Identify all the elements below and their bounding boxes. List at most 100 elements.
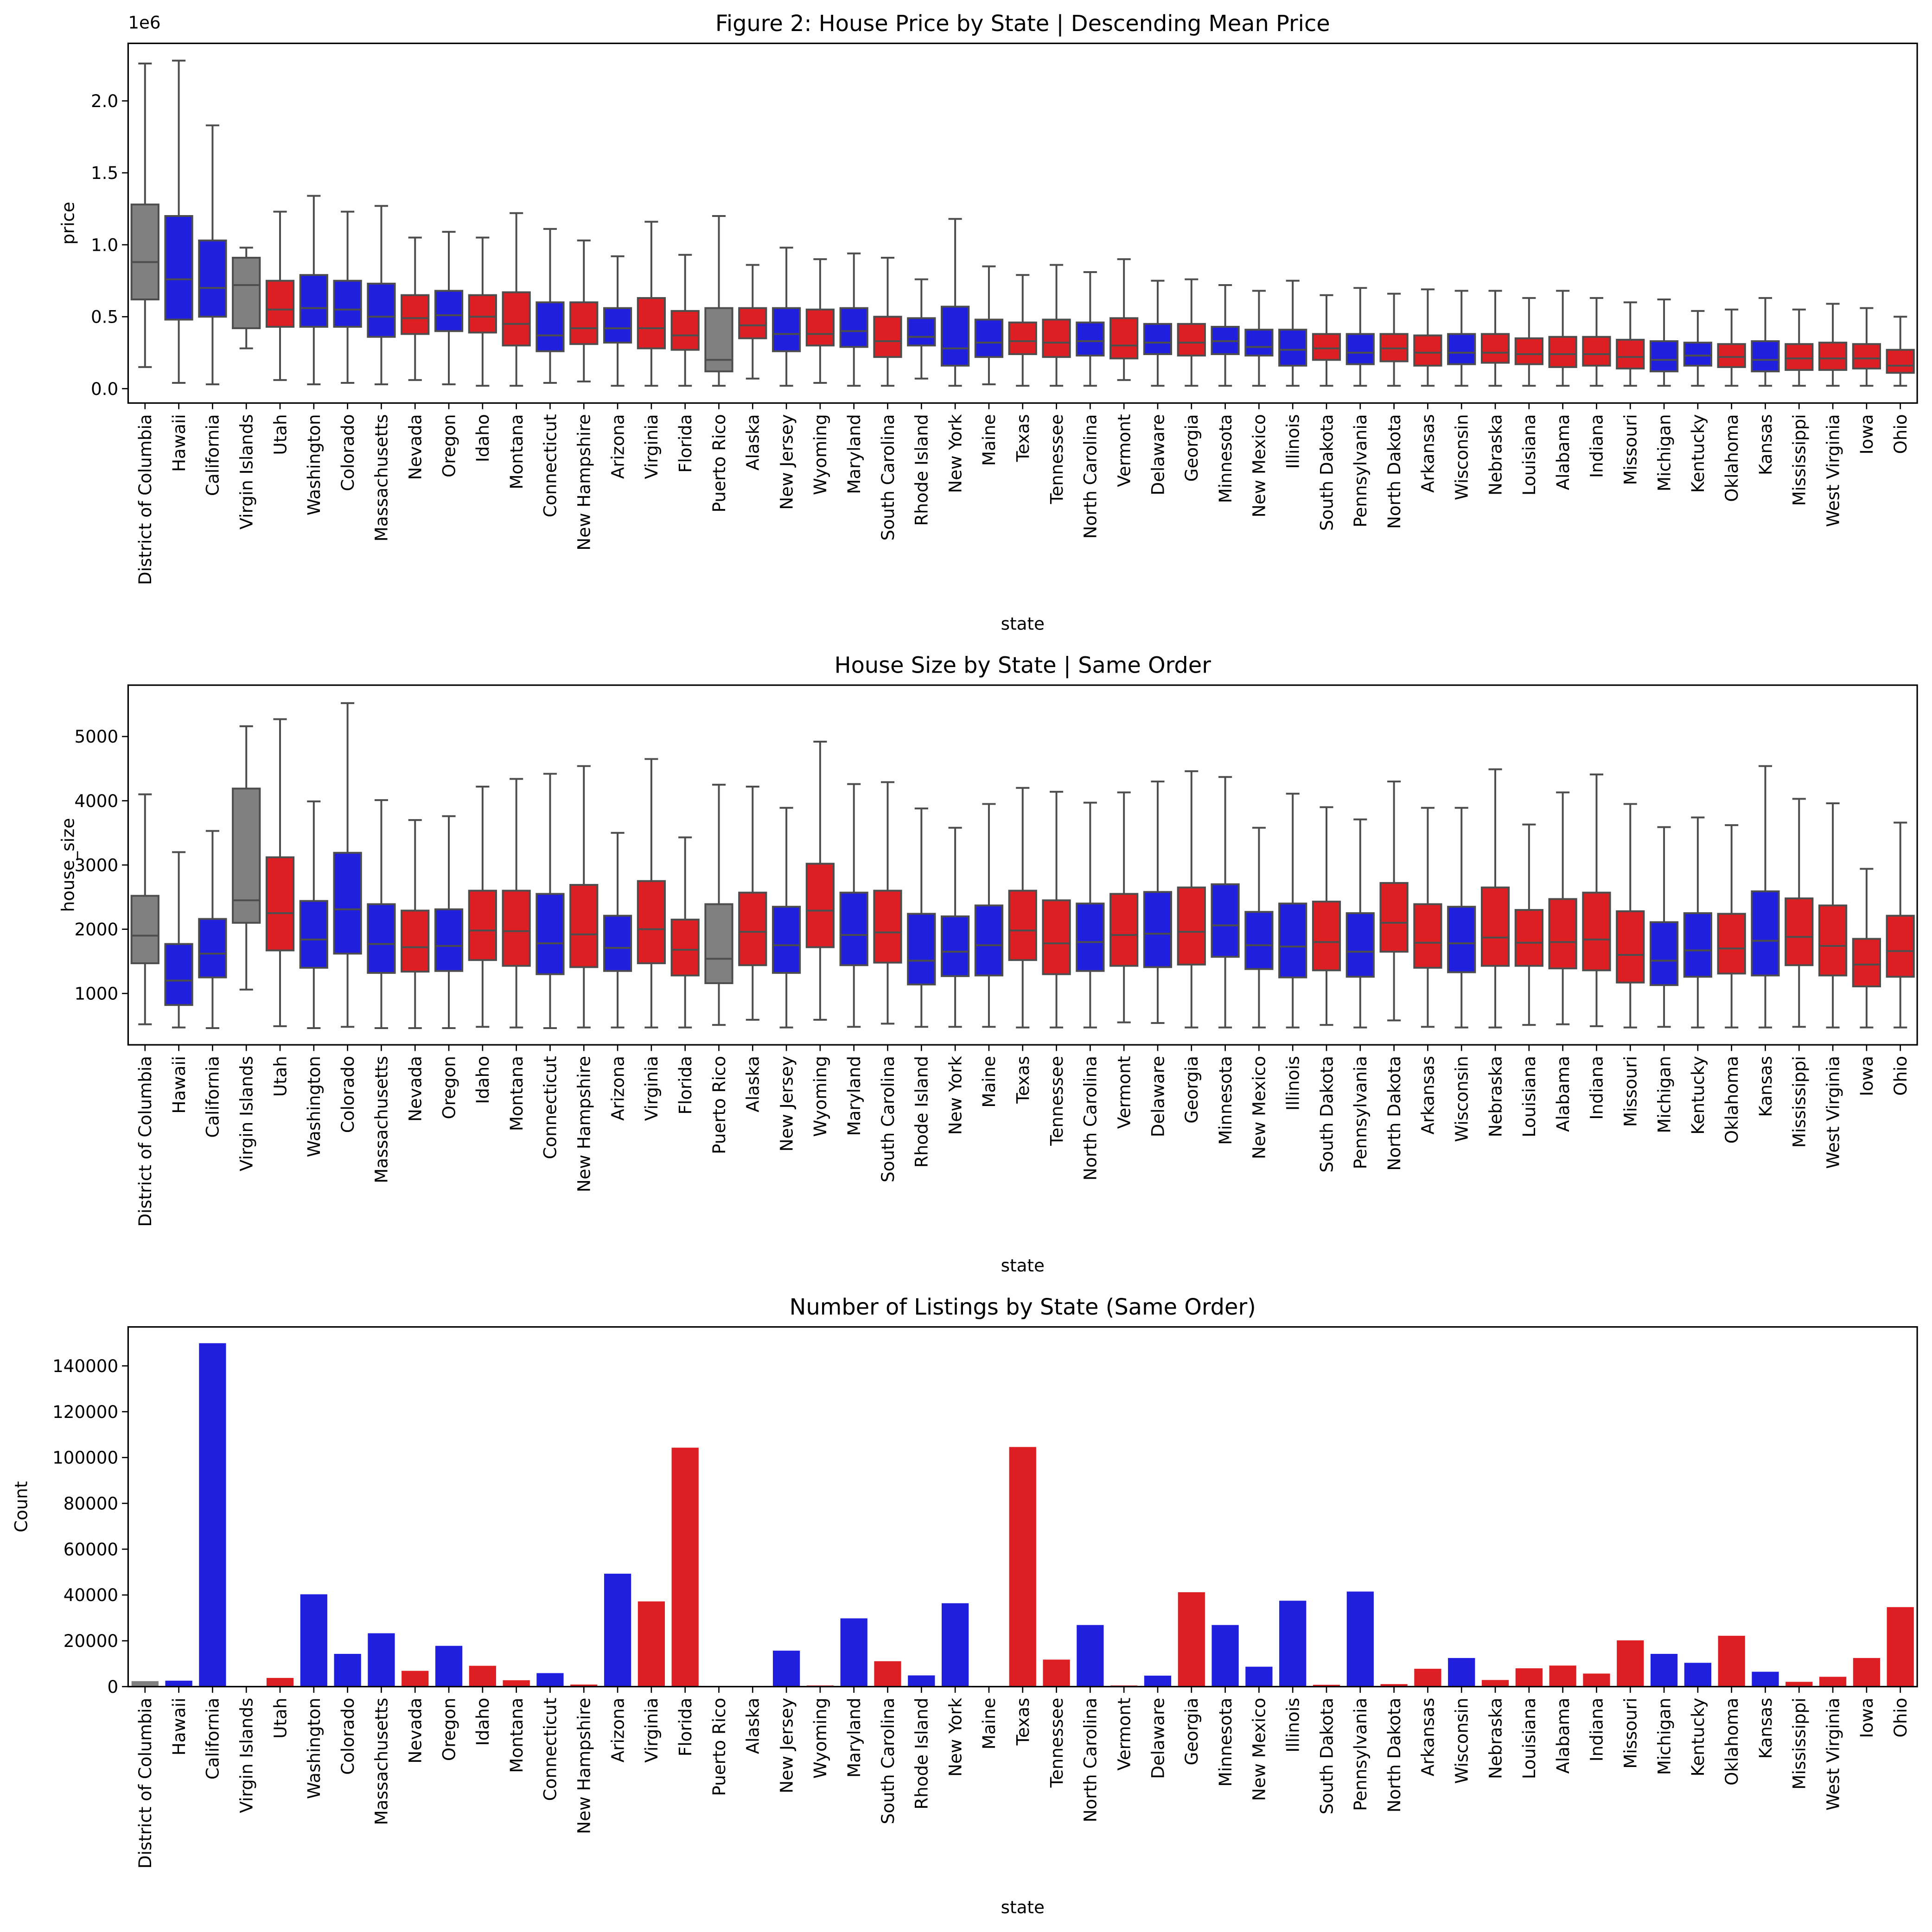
x-tick-label: New Jersey [776, 1698, 797, 1793]
x-tick-label: Washington [304, 1698, 324, 1799]
bar-arkansas [1414, 1669, 1441, 1687]
x-tick-label: Kentucky [1688, 1056, 1708, 1135]
box-michigan [1649, 826, 1679, 1028]
iqr-box [1616, 910, 1645, 984]
x-tick-label: Minnesota [1215, 1056, 1236, 1145]
box-idaho [468, 786, 497, 1028]
bar-south-dakota [1313, 1684, 1340, 1687]
box-indiana [1582, 297, 1611, 387]
axes-frame [127, 1326, 1918, 1688]
x-tick-label: Mississippi [1789, 1698, 1810, 1790]
x-tick-label: Nebraska [1485, 1056, 1505, 1137]
x-tick-label: Maryland [844, 1056, 864, 1136]
x-tick-label: Oklahoma [1722, 1056, 1742, 1144]
iqr-box [1042, 318, 1071, 358]
iqr-box [1345, 333, 1375, 365]
iqr-box [772, 307, 801, 352]
iqr-box [1582, 336, 1611, 367]
bar-indiana [1583, 1673, 1610, 1687]
x-tick-label: Illinois [1282, 1056, 1303, 1111]
x-tick-label: Colorado [338, 1056, 358, 1133]
box-alaska [738, 264, 767, 380]
box-texas [1008, 274, 1037, 387]
x-tick-label: New Mexico [1249, 1056, 1269, 1159]
x-tick-label: Virginia [641, 1056, 662, 1121]
bar-alabama [1549, 1665, 1576, 1687]
iqr-box [907, 913, 936, 985]
box-wyoming [805, 741, 835, 1021]
bar-oklahoma [1718, 1635, 1745, 1687]
iqr-box [367, 903, 396, 974]
bar-montana [503, 1680, 530, 1687]
box-washington [299, 195, 328, 386]
iqr-box [1278, 902, 1307, 979]
iqr-box [941, 915, 970, 977]
iqr-box [1480, 886, 1510, 967]
box-illinois [1278, 793, 1307, 1029]
bar-kentucky [1684, 1663, 1711, 1687]
iqr-box [232, 788, 261, 924]
box-illinois [1278, 280, 1307, 387]
x-tick-label: Ohio [1890, 1698, 1911, 1738]
x-tick-label: New Hampshire [574, 1056, 594, 1192]
x-tick-label: Delaware [1148, 414, 1168, 495]
x-tick-label: Kansas [1755, 414, 1776, 475]
x-tick-label: Massachusetts [371, 414, 392, 541]
iqr-box [1109, 893, 1139, 967]
iqr-box [299, 900, 328, 969]
x-tick-label: Wisconsin [1452, 1698, 1472, 1784]
iqr-box [1211, 883, 1240, 958]
x-tick-label: West Virginia [1823, 414, 1843, 527]
box-wyoming [805, 258, 835, 384]
iqr-box [1413, 903, 1442, 969]
x-tick-label: Tennessee [1046, 1698, 1067, 1788]
x-tick-label: North Carolina [1080, 414, 1101, 539]
iqr-box [772, 906, 801, 974]
iqr-box [1177, 323, 1206, 357]
bar-new-jersey [772, 1651, 800, 1687]
x-tick-label: Vermont [1114, 1056, 1134, 1129]
box-missouri [1616, 803, 1645, 1029]
iqr-box [907, 317, 936, 347]
box-north-carolina [1076, 801, 1105, 1029]
iqr-box [1312, 333, 1341, 361]
x-tick-label: District of Columbia [135, 1056, 155, 1227]
box-tennessee [1042, 791, 1071, 1029]
box-maryland [839, 783, 868, 1028]
box-tennessee [1042, 264, 1071, 387]
x-tick-label: Alabama [1553, 1698, 1573, 1774]
y-tick-label: 2.0 [91, 91, 118, 111]
iqr-box [805, 863, 835, 948]
box-alabama [1548, 290, 1577, 387]
iqr-box [873, 890, 902, 964]
y-tick-label: 4000 [74, 791, 118, 811]
bar-pennsylvania [1346, 1591, 1374, 1687]
box-massachusetts [367, 799, 396, 1030]
x-axis-label: state [1001, 1255, 1045, 1276]
x-tick-label: Montana [506, 414, 527, 489]
iqr-box [1008, 890, 1037, 961]
panel-2: House Size by State | Same Order 1000 2000… [57, 653, 1918, 1276]
box-florida [670, 836, 700, 1029]
y-tick-label: 0 [107, 1677, 118, 1697]
bar-oregon [435, 1646, 463, 1687]
box-georgia [1177, 770, 1206, 1029]
box-california [198, 124, 227, 386]
iqr-box [536, 301, 565, 352]
axes-frame [127, 42, 1918, 404]
box-district-of-columbia [130, 62, 159, 368]
iqr-box [670, 310, 700, 351]
box-rhode-island [907, 807, 936, 1028]
y-tick-label: 60000 [64, 1539, 118, 1559]
x-tick-label: Massachusetts [371, 1056, 392, 1183]
box-new-mexico [1244, 290, 1274, 387]
x-tick-label: Wisconsin [1452, 414, 1472, 500]
x-tick-label: Rhode Island [912, 1698, 932, 1810]
x-tick-label: Texas [1013, 1056, 1033, 1104]
x-tick-label: New Hampshire [574, 1698, 594, 1834]
x-tick-label: New Jersey [776, 1056, 797, 1151]
x-tick-label: Wyoming [810, 1056, 830, 1137]
x-tick-label: North Carolina [1080, 1056, 1101, 1181]
box-hawaii [164, 59, 193, 384]
